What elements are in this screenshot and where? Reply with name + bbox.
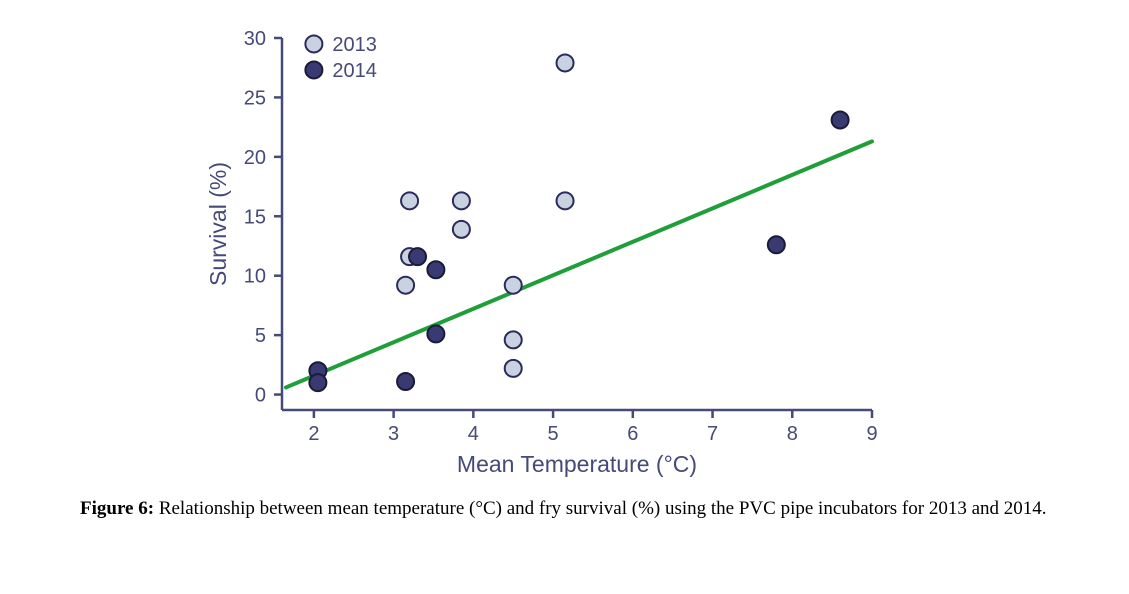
x-tick-label: 2 bbox=[308, 423, 319, 445]
trend-line bbox=[286, 141, 872, 387]
y-tick-label: 15 bbox=[244, 206, 266, 228]
caption-text: Relationship between mean temperature (°… bbox=[154, 498, 1046, 519]
x-tick-label: 5 bbox=[548, 423, 559, 445]
data-point bbox=[453, 192, 470, 209]
caption-label: Figure 6: bbox=[80, 498, 154, 519]
x-tick-label: 9 bbox=[866, 423, 877, 445]
data-point bbox=[557, 54, 574, 71]
legend-label: 2013 bbox=[332, 34, 377, 56]
scatter-chart: 2 3 4 5 6 7 8 9 Mean Temperature (°C) 0 5 10 15 20 25 3… bbox=[200, 20, 890, 480]
data-point bbox=[768, 236, 785, 253]
data-point bbox=[505, 331, 522, 348]
y-tick-label: 30 bbox=[244, 28, 266, 50]
y-tick-label: 25 bbox=[244, 87, 266, 109]
y-tick-label: 20 bbox=[244, 147, 266, 169]
x-tick-label: 3 bbox=[388, 423, 399, 445]
x-axis-label: Mean Temperature (°C) bbox=[457, 451, 697, 477]
y-tick-label: 5 bbox=[255, 325, 266, 347]
legend-label: 2014 bbox=[332, 60, 377, 82]
data-point bbox=[453, 221, 470, 238]
chart-figure: 2 3 4 5 6 7 8 9 Mean Temperature (°C) 0 5 10 15 20 25 3… bbox=[20, 20, 1129, 520]
x-tick-label: 6 bbox=[627, 423, 638, 445]
data-point bbox=[409, 248, 426, 265]
x-tick-label: 4 bbox=[468, 423, 479, 445]
x-tick-label: 8 bbox=[787, 423, 798, 445]
data-point bbox=[397, 373, 414, 390]
data-point bbox=[505, 360, 522, 377]
data-point bbox=[557, 192, 574, 209]
data-point bbox=[309, 374, 326, 391]
y-tick-label: 0 bbox=[255, 385, 266, 407]
legend-marker bbox=[305, 35, 322, 52]
data-point bbox=[832, 112, 849, 129]
y-tick-label: 10 bbox=[244, 266, 266, 288]
data-point bbox=[505, 277, 522, 294]
data-point bbox=[401, 192, 418, 209]
data-point bbox=[427, 325, 444, 342]
figure-caption: Figure 6: Relationship between mean temp… bbox=[80, 498, 1129, 520]
x-tick-label: 7 bbox=[707, 423, 718, 445]
data-point bbox=[427, 261, 444, 278]
y-axis-label: Survival (%) bbox=[205, 162, 231, 286]
data-point bbox=[397, 277, 414, 294]
legend-marker bbox=[305, 61, 322, 78]
